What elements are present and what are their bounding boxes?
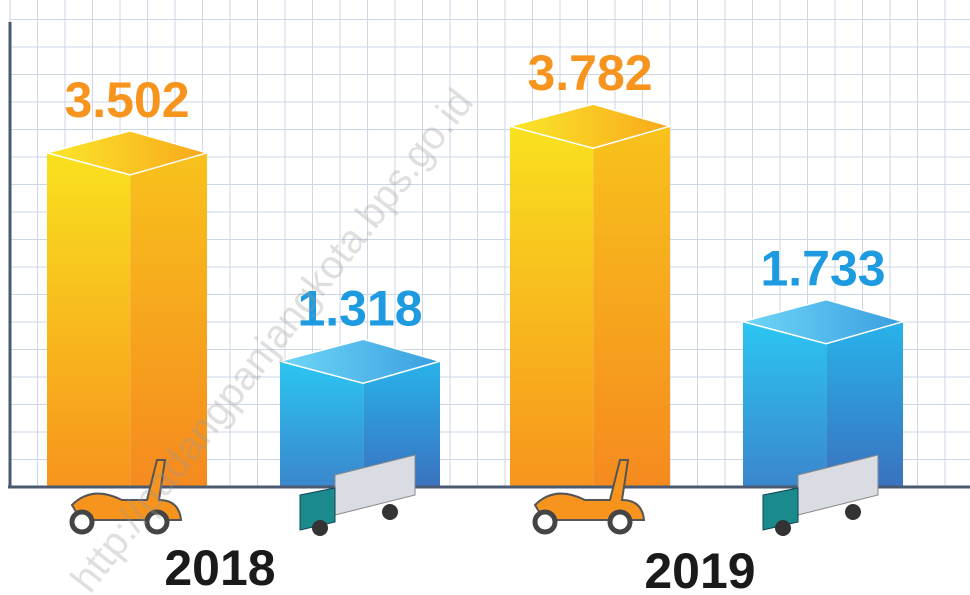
wheel	[532, 509, 558, 535]
bar-side	[130, 152, 207, 488]
bar-top	[507, 103, 673, 149]
bar-front	[280, 361, 364, 487]
value-label: 1.318	[297, 280, 422, 336]
bar	[740, 298, 906, 487]
bar-top	[277, 338, 443, 385]
scooter-icon	[70, 459, 183, 521]
bar	[44, 130, 210, 488]
value-label: 3.502	[64, 72, 189, 128]
wheel	[144, 509, 170, 535]
year-label: 2019	[644, 543, 755, 595]
bar-side	[593, 126, 670, 487]
truck-cab	[299, 487, 336, 531]
bar	[277, 338, 443, 487]
wheel	[312, 520, 328, 536]
bar-top	[740, 298, 906, 345]
bar	[507, 103, 673, 487]
wheel	[775, 520, 791, 536]
bars: 3.502 1.318 3.782 1.733	[44, 45, 906, 488]
year-label: 2018	[164, 540, 275, 595]
bar-front	[510, 126, 594, 487]
bar-side	[363, 361, 440, 487]
truck-cab	[762, 487, 799, 531]
value-label: 3.782	[527, 45, 652, 101]
bar-front	[743, 321, 827, 487]
bar-front	[47, 152, 131, 488]
icons	[69, 454, 879, 536]
wheel	[845, 504, 861, 520]
wheel	[69, 509, 95, 535]
wheel	[382, 504, 398, 520]
wheel	[607, 509, 633, 535]
bar-top	[44, 130, 210, 176]
value-label: 1.733	[760, 241, 885, 297]
bar-side	[826, 321, 903, 487]
scooter-icon	[533, 459, 646, 521]
